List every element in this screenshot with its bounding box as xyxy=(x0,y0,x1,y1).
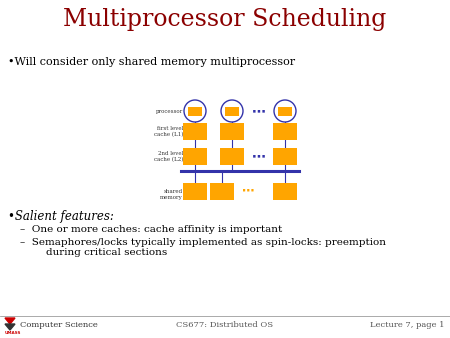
Text: CS677: Distributed OS: CS677: Distributed OS xyxy=(176,321,274,329)
Text: shared
memory: shared memory xyxy=(160,189,183,200)
Text: •Salient features:: •Salient features: xyxy=(8,210,114,223)
Text: –  Semaphores/locks typically implemented as spin-locks: preemption
        duri: – Semaphores/locks typically implemented… xyxy=(20,238,386,258)
Polygon shape xyxy=(5,324,15,330)
Text: Computer Science: Computer Science xyxy=(20,321,98,329)
FancyBboxPatch shape xyxy=(188,106,202,116)
FancyBboxPatch shape xyxy=(210,183,234,200)
FancyBboxPatch shape xyxy=(183,148,207,165)
Text: UMASS: UMASS xyxy=(5,331,22,335)
Text: processor: processor xyxy=(156,108,183,114)
FancyBboxPatch shape xyxy=(273,123,297,140)
Text: Lecture 7, page 1: Lecture 7, page 1 xyxy=(370,321,445,329)
FancyBboxPatch shape xyxy=(278,106,292,116)
Text: –  One or more caches: cache affinity is important: – One or more caches: cache affinity is … xyxy=(20,225,282,234)
Polygon shape xyxy=(5,318,15,324)
Text: 2nd level
cache (L2): 2nd level cache (L2) xyxy=(153,151,183,162)
Text: ⋯: ⋯ xyxy=(242,185,255,198)
FancyBboxPatch shape xyxy=(273,183,297,200)
Text: Multiprocessor Scheduling: Multiprocessor Scheduling xyxy=(63,8,387,31)
FancyBboxPatch shape xyxy=(183,123,207,140)
FancyBboxPatch shape xyxy=(220,123,244,140)
Text: ⋯: ⋯ xyxy=(252,149,266,164)
FancyBboxPatch shape xyxy=(183,183,207,200)
FancyBboxPatch shape xyxy=(225,106,239,116)
Text: first level
cache (L1): first level cache (L1) xyxy=(153,126,183,137)
FancyBboxPatch shape xyxy=(273,148,297,165)
FancyBboxPatch shape xyxy=(220,148,244,165)
Text: •Will consider only shared memory multiprocessor: •Will consider only shared memory multip… xyxy=(8,57,295,67)
Text: ⋯: ⋯ xyxy=(252,104,266,118)
